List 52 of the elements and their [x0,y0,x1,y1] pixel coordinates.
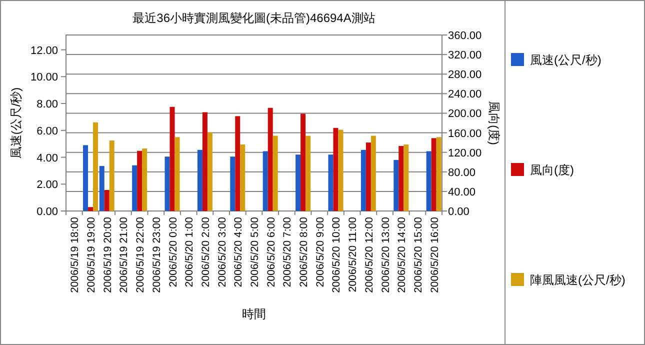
y2-tick-label: 360.00 [448,30,482,42]
y-tick-label: 6.00 [36,125,58,138]
x-tick-label: 2006/5/19 21:00 [118,216,130,293]
y2-tick-label: 320.00 [448,50,482,62]
x-tick-label: 2006/5/20 4:00 [232,216,245,288]
x-tick-label: 2006/5/19 22:00 [134,216,147,293]
y2-tick-label: 40.00 [448,186,476,198]
y2-tick-label: 200.00 [448,108,482,120]
x-tick-label: 2006/5/19 19:00 [86,216,98,293]
x-tick-label: 2006/5/20 5:00 [249,216,261,288]
bar [99,166,104,211]
y2-tick-label: 160.00 [448,128,482,140]
legend-label: 風速(公尺/秒) [530,53,602,67]
bar [109,140,114,211]
y2-tick-label: 80.00 [448,166,476,179]
y-tick-label: 4.00 [36,152,58,164]
y-tick-label: 8.00 [36,98,58,111]
x-tick-label: 2006/5/20 14:00 [396,216,408,293]
bar [83,145,88,211]
y-tick-label: 0.00 [36,206,58,218]
x-tick-label: 2006/5/20 13:00 [380,216,392,293]
x-tick-label: 2006/5/20 8:00 [298,216,310,288]
legend-label: 陣風風速(公尺/秒) [530,273,626,287]
x-axis-title: 時間 [242,307,266,321]
bar [93,122,98,211]
x-tick-label: 2006/5/19 18:00 [69,216,82,293]
x-tick-label: 2006/5/20 10:00 [330,216,343,293]
x-tick-label: 2006/5/20 0:00 [167,216,180,288]
x-tick-label: 2006/5/19 20:00 [102,216,114,293]
x-tick-label: 2006/5/20 9:00 [314,216,326,288]
y2-tick-label: 0.00 [448,206,470,218]
x-tick-label: 2006/5/20 3:00 [216,216,228,288]
legend-label: 風向(度) [530,163,574,177]
y-tick-label: 2.00 [36,179,58,192]
x-tick-label: 2006/5/20 2:00 [200,216,212,288]
x-tick-label: 2006/5/20 1:00 [184,216,196,288]
y-tick-label: 12.00 [30,44,58,57]
x-tick-label: 2006/5/20 11:00 [347,216,360,292]
x-tick-label: 2006/5/19 23:00 [150,216,163,293]
x-tick-label: 2006/5/20 7:00 [282,216,294,288]
y-tick-label: 10.00 [30,72,58,84]
y2-tick-label: 240.00 [448,88,482,101]
x-tick-label: 2006/5/20 16:00 [428,216,441,293]
y2-tick-label: 120.00 [448,147,482,160]
x-tick-label: 2006/5/20 12:00 [363,216,376,293]
y2-tick-label: 280.00 [448,69,482,82]
y2-axis-title: 風向(度) [487,101,501,145]
x-tick-label: 2006/5/20 15:00 [412,216,424,293]
bar [88,207,94,211]
y-axis-title: 風速(公尺/秒) [9,87,23,159]
x-tick-label: 2006/5/20 6:00 [265,216,278,288]
chart-title: 最近36小時實測風變化圖(未品管)46694A測站 [132,11,376,25]
